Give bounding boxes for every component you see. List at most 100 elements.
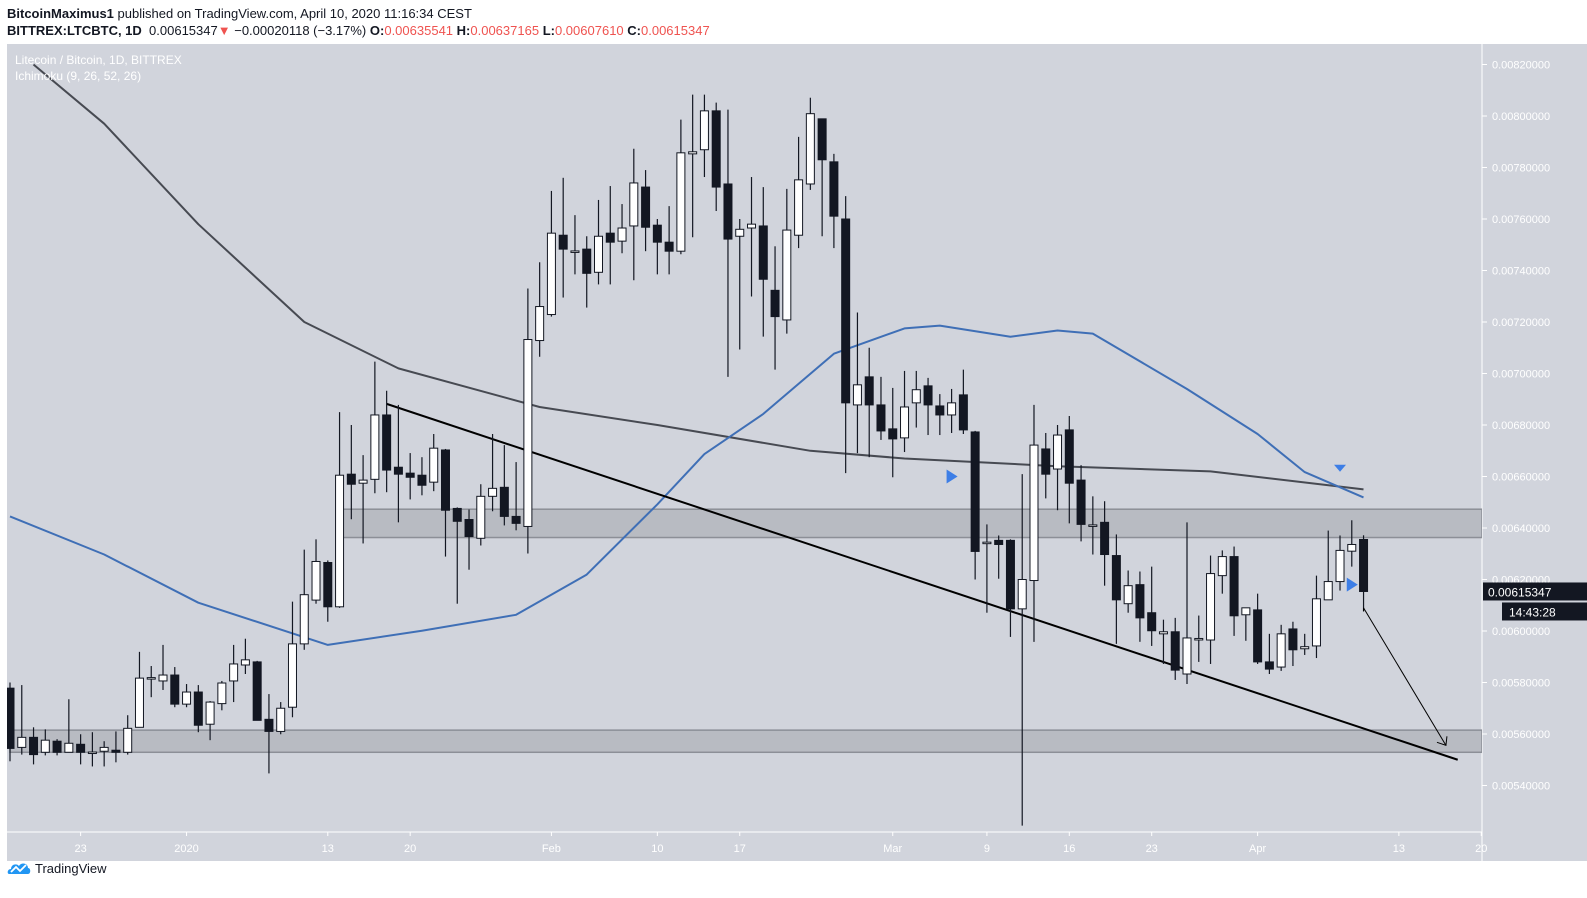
brand-name[interactable]: TradingView bbox=[35, 860, 107, 876]
candle bbox=[676, 119, 686, 255]
candle bbox=[876, 376, 886, 440]
down-arrow-icon: ▼ bbox=[217, 23, 231, 38]
candle-body-down bbox=[1288, 628, 1298, 651]
candle-body-up bbox=[852, 384, 862, 406]
candle bbox=[723, 109, 733, 377]
candle bbox=[1323, 530, 1333, 601]
candle bbox=[664, 206, 674, 275]
candle bbox=[1158, 619, 1168, 664]
projection-arrow-line bbox=[1363, 607, 1447, 746]
high-value: 0.00637165 bbox=[470, 23, 540, 38]
author-name[interactable]: BitcoinMaximus1 bbox=[7, 6, 114, 21]
candle bbox=[1264, 633, 1274, 675]
time-tick-label: 23 bbox=[74, 843, 86, 855]
close-value: 0.00615347 bbox=[641, 23, 710, 38]
candle-body-up bbox=[1123, 585, 1133, 605]
candle-body-down bbox=[452, 507, 462, 522]
candle bbox=[76, 734, 86, 765]
candle-body-down bbox=[76, 743, 86, 753]
close-label: C: bbox=[627, 23, 641, 38]
candle bbox=[264, 694, 274, 774]
candle bbox=[970, 430, 980, 580]
candle-body-up bbox=[158, 674, 168, 682]
descending-trendline bbox=[386, 402, 1459, 761]
candle bbox=[311, 539, 321, 604]
candle bbox=[605, 186, 615, 285]
price-axis bbox=[1482, 44, 1587, 861]
triangle-right-marker-icon bbox=[946, 469, 958, 484]
price-tick-label: 0.00660000 bbox=[1492, 472, 1550, 484]
candle-body-down bbox=[723, 183, 733, 240]
candle-body-down bbox=[1147, 612, 1157, 632]
candle-body-down bbox=[994, 539, 1004, 545]
candle bbox=[1335, 535, 1345, 591]
candle bbox=[1088, 496, 1098, 555]
candle bbox=[193, 685, 203, 733]
candle bbox=[205, 701, 215, 741]
price-tick-label: 0.00760000 bbox=[1492, 214, 1550, 226]
candle bbox=[52, 739, 62, 756]
candle-body-down bbox=[770, 289, 780, 318]
candle bbox=[335, 412, 345, 608]
candle-body-down bbox=[605, 232, 615, 243]
candle bbox=[287, 601, 297, 718]
candle bbox=[1147, 566, 1157, 646]
candle-body-up bbox=[1053, 434, 1063, 470]
candle-body-up bbox=[182, 691, 192, 705]
candle-body-up bbox=[594, 235, 603, 273]
candle bbox=[1241, 607, 1251, 641]
candle-body-down bbox=[1359, 538, 1369, 592]
candle-body-down bbox=[7, 687, 15, 749]
time-tick-label: 16 bbox=[1063, 843, 1075, 855]
candle bbox=[29, 727, 39, 765]
candle-body-down bbox=[193, 691, 203, 726]
candle-body-down bbox=[758, 225, 768, 280]
candle bbox=[182, 684, 192, 708]
candle-body-down bbox=[1229, 556, 1239, 617]
countdown-badge bbox=[1502, 602, 1587, 621]
candle-body-down bbox=[52, 740, 62, 753]
candle bbox=[1053, 425, 1063, 511]
candle bbox=[747, 177, 757, 297]
candle-body-down bbox=[382, 414, 392, 471]
candle bbox=[1194, 615, 1204, 662]
candle-body-up bbox=[782, 229, 792, 321]
triangle-down-marker-icon bbox=[1334, 464, 1347, 472]
price-tick-label: 0.00780000 bbox=[1492, 163, 1550, 175]
blue-moving-average-line bbox=[9, 324, 1364, 646]
candle-body-down bbox=[1170, 631, 1180, 671]
candle-body-down bbox=[958, 394, 968, 431]
price-tick-label: 0.00700000 bbox=[1492, 369, 1550, 381]
candle bbox=[1135, 571, 1145, 642]
candle-body-down bbox=[1005, 539, 1015, 610]
candle bbox=[1017, 474, 1027, 826]
candle-body-up bbox=[311, 560, 321, 601]
candle bbox=[1206, 555, 1216, 664]
open-label: O: bbox=[369, 23, 385, 38]
candle-body-up bbox=[947, 402, 957, 416]
candle-body-up bbox=[1088, 524, 1098, 527]
time-tick-label: 13 bbox=[1393, 843, 1405, 855]
last-price-badge bbox=[1483, 582, 1587, 601]
indicator-label[interactable]: Ichimoku (9, 26, 52, 26) bbox=[15, 69, 142, 83]
candle bbox=[958, 369, 968, 435]
candle bbox=[911, 370, 921, 428]
candle bbox=[134, 651, 144, 728]
series-title[interactable]: Litecoin / Bitcoin, 1D, BITTREX bbox=[15, 53, 182, 67]
candle-body-up bbox=[982, 541, 992, 545]
candle-body-down bbox=[817, 118, 827, 161]
candle-body-down bbox=[1076, 479, 1086, 525]
price-tick-label: 0.00680000 bbox=[1492, 420, 1550, 432]
candle-body-up bbox=[1335, 549, 1345, 583]
candle-body-down bbox=[1100, 521, 1110, 556]
candle bbox=[1288, 621, 1298, 667]
price-tick-label: 0.00540000 bbox=[1492, 781, 1550, 793]
candle-body-down bbox=[111, 749, 121, 753]
candle bbox=[570, 215, 580, 275]
candle bbox=[735, 219, 745, 350]
candle-body-up bbox=[805, 113, 815, 185]
candle-body-up bbox=[735, 228, 745, 237]
time-tick-label: 13 bbox=[322, 843, 334, 855]
candle-body-up bbox=[688, 151, 698, 155]
